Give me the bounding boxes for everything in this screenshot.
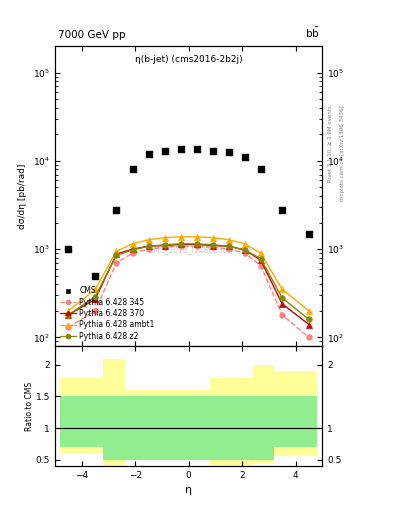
Pythia 6.428 ambt1 — [242, 241, 247, 247]
Pythia 6.428 370 — [114, 251, 119, 257]
Pythia 6.428 z2 — [242, 247, 247, 253]
Pythia 6.428 z2 — [259, 255, 263, 262]
Pythia 6.428 ambt1 — [146, 237, 151, 243]
Line: Pythia 6.428 345: Pythia 6.428 345 — [66, 243, 312, 340]
Pythia 6.428 345 — [178, 243, 183, 249]
Pythia 6.428 345 — [162, 244, 167, 250]
Pythia 6.428 345 — [194, 243, 199, 249]
Text: Rivet 3.1.10, ≥ 2.9M events: Rivet 3.1.10, ≥ 2.9M events — [328, 105, 333, 182]
Text: 7000 GeV pp: 7000 GeV pp — [58, 30, 125, 40]
Pythia 6.428 z2 — [226, 243, 231, 249]
Pythia 6.428 370 — [162, 243, 167, 249]
Pythia 6.428 z2 — [130, 247, 135, 253]
Pythia 6.428 345 — [259, 263, 263, 269]
Pythia 6.428 345 — [307, 334, 311, 340]
CMS — [145, 150, 152, 158]
CMS — [226, 148, 232, 157]
CMS — [129, 165, 136, 174]
CMS — [242, 153, 248, 161]
CMS — [92, 272, 98, 280]
Pythia 6.428 370 — [66, 312, 71, 318]
Pythia 6.428 345 — [130, 250, 135, 257]
Pythia 6.428 370 — [307, 322, 311, 328]
Pythia 6.428 345 — [114, 260, 119, 266]
Pythia 6.428 ambt1 — [130, 241, 135, 247]
Pythia 6.428 ambt1 — [280, 286, 285, 292]
Legend: CMS, Pythia 6.428 345, Pythia 6.428 370, Pythia 6.428 ambt1, Pythia 6.428 z2: CMS, Pythia 6.428 345, Pythia 6.428 370,… — [59, 285, 156, 342]
Pythia 6.428 345 — [146, 246, 151, 252]
CMS — [65, 245, 72, 253]
CMS — [209, 147, 216, 155]
CMS — [178, 145, 184, 154]
Text: η(b-jet) (cms2016-2b2j): η(b-jet) (cms2016-2b2j) — [135, 55, 242, 64]
Pythia 6.428 z2 — [307, 316, 311, 323]
Pythia 6.428 ambt1 — [93, 286, 97, 292]
Pythia 6.428 370 — [280, 301, 285, 307]
Pythia 6.428 ambt1 — [66, 308, 71, 314]
Pythia 6.428 ambt1 — [114, 248, 119, 254]
Pythia 6.428 z2 — [146, 243, 151, 249]
Pythia 6.428 z2 — [114, 252, 119, 259]
Pythia 6.428 ambt1 — [162, 234, 167, 241]
Pythia 6.428 370 — [242, 247, 247, 253]
Text: mcplots.cern.ch [arXiv:1306.3436]: mcplots.cern.ch [arXiv:1306.3436] — [340, 106, 345, 201]
Pythia 6.428 370 — [210, 243, 215, 249]
Pythia 6.428 z2 — [178, 241, 183, 247]
Pythia 6.428 z2 — [162, 242, 167, 248]
Y-axis label: Ratio to CMS: Ratio to CMS — [26, 381, 35, 431]
Pythia 6.428 z2 — [210, 242, 215, 248]
CMS — [306, 229, 312, 238]
Pythia 6.428 370 — [93, 296, 97, 303]
CMS — [113, 206, 119, 214]
Pythia 6.428 ambt1 — [307, 308, 311, 314]
Text: b$\bar{\rm b}$: b$\bar{\rm b}$ — [305, 26, 320, 40]
CMS — [193, 145, 200, 154]
Pythia 6.428 z2 — [280, 295, 285, 301]
Pythia 6.428 ambt1 — [178, 234, 183, 240]
Pythia 6.428 345 — [210, 244, 215, 250]
Pythia 6.428 345 — [242, 250, 247, 257]
Y-axis label: dσ/dη [pb/rad]: dσ/dη [pb/rad] — [18, 163, 28, 229]
X-axis label: η: η — [185, 485, 192, 495]
Line: Pythia 6.428 ambt1: Pythia 6.428 ambt1 — [66, 234, 312, 314]
Pythia 6.428 345 — [226, 246, 231, 252]
CMS — [162, 147, 168, 155]
Pythia 6.428 ambt1 — [259, 250, 263, 257]
Pythia 6.428 370 — [226, 243, 231, 249]
Pythia 6.428 345 — [66, 324, 71, 330]
Pythia 6.428 370 — [259, 257, 263, 263]
Pythia 6.428 370 — [146, 243, 151, 249]
Line: Pythia 6.428 z2: Pythia 6.428 z2 — [66, 241, 312, 322]
Pythia 6.428 z2 — [194, 241, 199, 247]
Pythia 6.428 ambt1 — [226, 237, 231, 243]
CMS — [258, 165, 264, 174]
Pythia 6.428 ambt1 — [210, 234, 215, 241]
Pythia 6.428 z2 — [66, 312, 71, 318]
Pythia 6.428 370 — [130, 246, 135, 252]
Pythia 6.428 345 — [280, 312, 285, 318]
Pythia 6.428 z2 — [93, 293, 97, 300]
Pythia 6.428 345 — [93, 308, 97, 314]
Pythia 6.428 370 — [178, 241, 183, 247]
Text: CMS_2016_I1486238: CMS_2016_I1486238 — [149, 245, 228, 254]
CMS — [279, 206, 285, 214]
Pythia 6.428 370 — [194, 241, 199, 247]
Pythia 6.428 ambt1 — [194, 234, 199, 240]
Line: Pythia 6.428 370: Pythia 6.428 370 — [66, 242, 312, 327]
